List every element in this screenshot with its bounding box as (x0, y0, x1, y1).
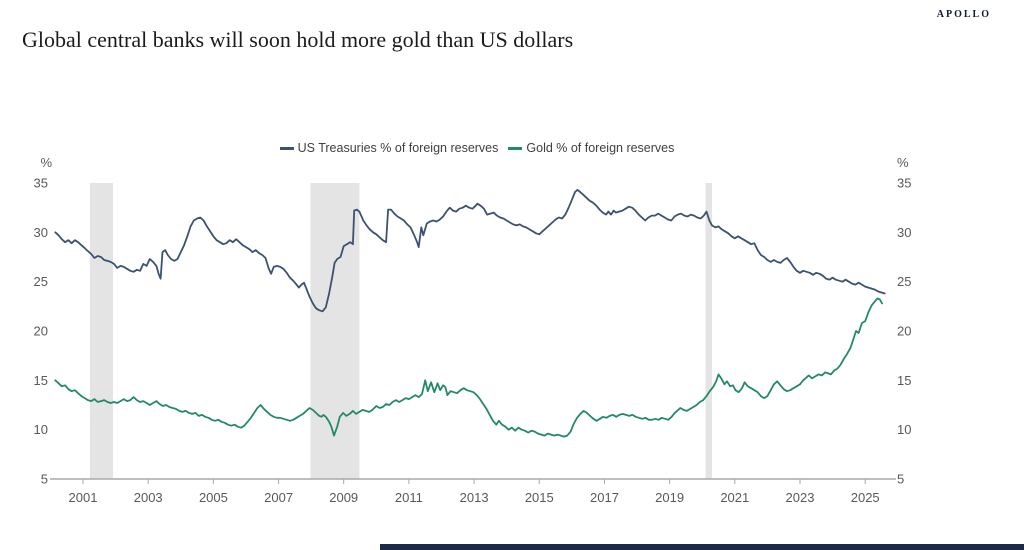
legend-swatch-us-treasuries-icon (279, 146, 294, 150)
y-tick-label-left: 5 (41, 472, 48, 487)
y-tick-label-left: 30 (34, 225, 48, 240)
y-tick-label-right: 25 (897, 274, 911, 289)
x-tick-label: 2001 (69, 490, 98, 505)
series-gold-line (54, 297, 883, 438)
bottom-accent-bar (380, 544, 1024, 550)
x-tick-label: 2023 (786, 490, 815, 505)
x-tick-label: 2021 (720, 490, 749, 505)
y-tick-label-left: 35 (34, 176, 48, 191)
y-tick-label-left: 25 (34, 274, 48, 289)
legend-item-us-treasuries: US Treasuries % of foreign reserves (279, 141, 499, 155)
x-tick-label: 2013 (460, 490, 489, 505)
x-tick-label: 2009 (329, 490, 358, 505)
y-tick-label-left: 20 (34, 324, 48, 339)
recession-band (89, 183, 113, 479)
y-tick-label-right: 35 (897, 176, 911, 191)
series-us-treasuries-line (54, 188, 886, 313)
x-tick-label: 2007 (264, 490, 293, 505)
x-tick-label: 2003 (134, 490, 163, 505)
x-tick-label: 2017 (590, 490, 619, 505)
y-tick-label-left: 10 (34, 422, 48, 437)
y-tick-label-right: 10 (897, 422, 911, 437)
y-tick-label-right: 5 (897, 472, 904, 487)
recession-band (705, 183, 712, 479)
x-tick-label: 2005 (199, 490, 228, 505)
legend-item-gold: Gold % of foreign reserves (508, 141, 674, 155)
x-tick-label: 2011 (395, 490, 423, 505)
y-tick-label-left: 15 (34, 373, 48, 388)
y-axis-unit-right: % (897, 155, 909, 170)
legend-swatch-gold-icon (508, 146, 523, 150)
page-title: Global central banks will soon hold more… (22, 27, 574, 52)
y-tick-label-right: 30 (897, 225, 911, 240)
apollo-logo: APOLLO (936, 9, 991, 20)
y-tick-label-right: 20 (897, 324, 911, 339)
x-tick-label: 2019 (655, 490, 684, 505)
chart-legend: US Treasuries % of foreign reserves Gold… (0, 141, 954, 155)
legend-label-us-treasuries: US Treasuries % of foreign reserves (297, 141, 499, 155)
recession-band (310, 183, 360, 479)
y-tick-label-right: 15 (897, 373, 911, 388)
x-tick-label: 2025 (851, 490, 880, 505)
x-tick-label: 2015 (525, 490, 554, 505)
y-axis-unit-left: % (40, 155, 52, 170)
legend-label-gold: Gold % of foreign reserves (526, 141, 675, 155)
